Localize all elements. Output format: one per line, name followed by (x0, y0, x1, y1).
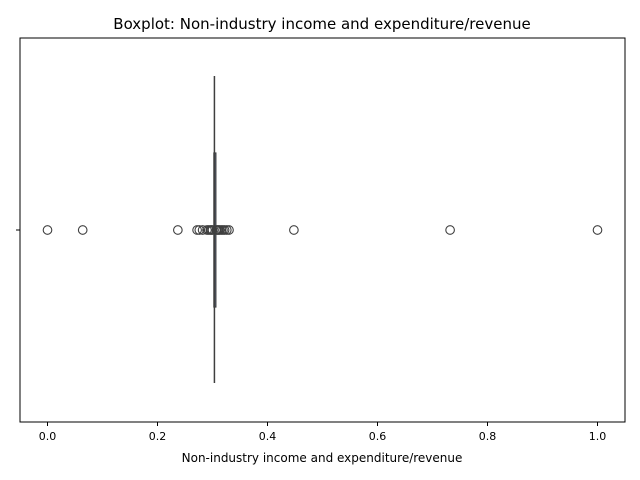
x-tick-label: 0.8 (479, 430, 497, 443)
outlier-point (42, 225, 53, 235)
x-tick-label: 1.0 (589, 430, 607, 443)
x-axis-label: Non-industry income and expenditure/reve… (182, 451, 463, 465)
plot-frame (19, 37, 626, 423)
x-tick-label: 0.0 (39, 430, 57, 443)
x-tick-label: 0.4 (259, 430, 277, 443)
outlier-point (173, 225, 183, 235)
outlier-point (592, 225, 603, 235)
x-tick-label: 0.2 (149, 430, 167, 443)
outlier-point (77, 225, 88, 235)
outlier-point (289, 225, 299, 235)
outlier-point (445, 225, 455, 235)
x-tick-label: 0.6 (369, 430, 387, 443)
outlier-point (224, 225, 234, 235)
plot-area (42, 76, 603, 383)
x-axis: 0.0 0.2 0.4 0.6 0.8 1.0 (39, 422, 607, 443)
chart-title: Boxplot: Non-industry income and expendi… (113, 15, 530, 33)
outlier-point (194, 225, 205, 235)
